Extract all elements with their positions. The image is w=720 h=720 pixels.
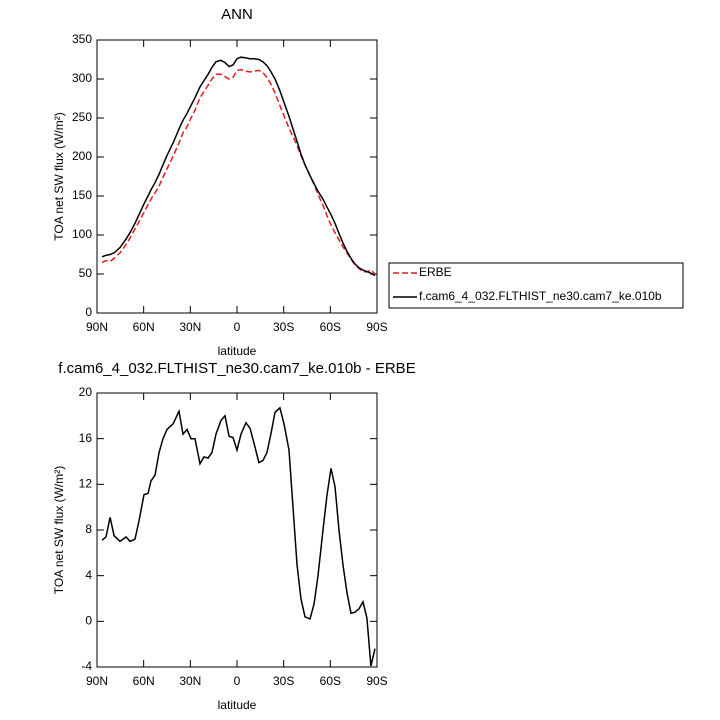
y-tick-label: 100 bbox=[72, 227, 92, 241]
plot-frame bbox=[96, 392, 378, 668]
x-tick-label: 30S bbox=[273, 674, 294, 688]
chart-title: f.cam6_4_032.FLTHIST_ne30.cam7_ke.010b -… bbox=[58, 360, 415, 377]
y-tick-label: 8 bbox=[85, 522, 92, 536]
y-tick-label: 300 bbox=[72, 71, 92, 85]
y-tick-label: 200 bbox=[72, 149, 92, 163]
x-tick-label: 90N bbox=[86, 674, 108, 688]
y-tick-label: 50 bbox=[79, 266, 93, 280]
x-axis-label: latitude bbox=[218, 344, 257, 358]
x-tick-label: 60S bbox=[320, 320, 341, 334]
x-tick-label: 90S bbox=[366, 674, 387, 688]
y-tick-label: 350 bbox=[72, 32, 92, 46]
y-tick-label: 0 bbox=[85, 614, 92, 628]
x-tick-label: 30N bbox=[179, 674, 201, 688]
data-line bbox=[101, 68, 376, 275]
x-tick-label: 30N bbox=[179, 320, 201, 334]
legend-label: ERBE bbox=[419, 265, 452, 279]
x-tick-label: 90S bbox=[366, 320, 387, 334]
x-tick-label: 0 bbox=[234, 320, 241, 334]
data-line bbox=[101, 56, 376, 277]
legend-label: f.cam6_4_032.FLTHIST_ne30.cam7_ke.010b bbox=[419, 289, 662, 303]
y-axis-label: TOA net SW flux (W/m²) bbox=[52, 466, 66, 594]
x-tick-label: 60S bbox=[320, 674, 341, 688]
y-tick-label: 12 bbox=[79, 477, 93, 491]
y-tick-label: 0 bbox=[85, 305, 92, 319]
y-tick-label: 16 bbox=[79, 431, 93, 445]
y-axis-label: TOA net SW flux (W/m²) bbox=[52, 112, 66, 240]
y-tick-label: 20 bbox=[79, 385, 93, 399]
x-axis-label: latitude bbox=[218, 698, 257, 712]
x-tick-label: 0 bbox=[234, 674, 241, 688]
data-line bbox=[101, 406, 376, 667]
x-tick-label: 90N bbox=[86, 320, 108, 334]
chart-title: ANN bbox=[221, 6, 253, 23]
legend-box bbox=[388, 262, 684, 309]
x-tick-label: 60N bbox=[133, 320, 155, 334]
x-tick-label: 60N bbox=[133, 674, 155, 688]
y-tick-label: -4 bbox=[81, 659, 92, 673]
plot-frame bbox=[96, 39, 378, 314]
y-tick-label: 150 bbox=[72, 188, 92, 202]
x-tick-label: 30S bbox=[273, 320, 294, 334]
y-tick-label: 4 bbox=[85, 568, 92, 582]
y-tick-label: 250 bbox=[72, 110, 92, 124]
